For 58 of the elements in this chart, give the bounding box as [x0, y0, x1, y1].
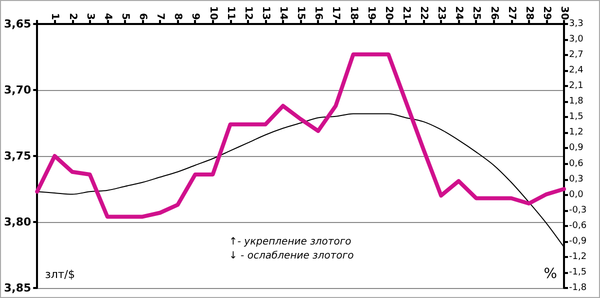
x-tick-label: 11	[224, 6, 236, 20]
x-tick-label: 10	[207, 6, 218, 20]
line-series	[35, 52, 566, 219]
y2-tick-label: 3,3	[569, 19, 584, 29]
x-tick-label: 19	[365, 6, 376, 20]
y-tick-label: 3,80	[4, 216, 32, 228]
annotation: ↑- укрепление злотого	[229, 236, 352, 248]
y-tick-label: 3,85	[4, 282, 32, 294]
y2-axis-title: %	[544, 266, 558, 282]
x-tick-label: 18	[348, 6, 359, 20]
y2-tick-label: -0,3	[569, 205, 587, 216]
x-tick-label: 26	[488, 6, 500, 20]
y2-tick-label: 0,6	[569, 158, 584, 169]
y2-tick-label: -0,9	[569, 236, 587, 246]
x-tick-label: 15	[295, 6, 306, 20]
y-tick-label: 3,70	[4, 84, 32, 96]
x-tick-label: 13	[260, 6, 271, 20]
x-tick-label: 9	[190, 13, 201, 20]
x-tick-label: 16	[312, 6, 324, 20]
y2-tick-label: 0,9	[569, 143, 584, 154]
y-tick-label: 3,65	[4, 18, 32, 30]
x-tick-label: 3	[84, 13, 96, 20]
y2-tick-label: -0,6	[569, 220, 587, 231]
y-axis-title: злт/$	[45, 268, 75, 281]
x-tick-label: 23	[436, 6, 447, 20]
x-tick-label: 30	[558, 6, 570, 20]
x-tick-label: 1	[49, 13, 60, 20]
x-tick-label: 5	[119, 13, 130, 20]
x-tick-label: 20	[382, 6, 394, 20]
x-tick-label: 12	[242, 6, 254, 20]
y2-tick-label: 3,0	[569, 34, 584, 45]
x-tick-label: 4	[102, 13, 113, 20]
y2-tick-label: -1,8	[569, 283, 587, 293]
x-tick-label: 2	[66, 13, 78, 20]
y2-tick-label: 0,0	[569, 190, 584, 200]
y-tick-label: 3,75	[4, 150, 32, 162]
x-tick-label: 25	[470, 6, 482, 20]
y2-tick-label: 1,8	[569, 96, 584, 107]
x-tick-label: 14	[278, 6, 289, 20]
y2-tick-label: 1,5	[569, 112, 584, 122]
y2-tick-label: 1,2	[569, 128, 584, 138]
x-tick-label: 28	[523, 6, 534, 20]
x-tick-label: 29	[540, 6, 552, 20]
x-tick-label: 24	[453, 6, 464, 20]
y2-tick-label: 2,4	[569, 66, 584, 76]
x-tick-label: 22	[418, 6, 430, 20]
annotation: ↓ - ослабление злотого	[229, 250, 354, 262]
x-tick-label: 21	[400, 6, 412, 20]
x-tick-label: 6	[137, 13, 148, 20]
y2-tick-label: 0,3	[569, 174, 584, 184]
x-tick-label: 8	[172, 13, 184, 20]
y2-tick-label: -1,2	[569, 252, 587, 262]
x-tick-label: 7	[154, 13, 166, 20]
x-tick-label: 27	[506, 6, 517, 20]
y2-tick-label: 2,1	[569, 81, 584, 92]
y2-tick-label: 2,7	[569, 50, 584, 60]
x-tick-label: 17	[330, 6, 342, 20]
y2-tick-label: -1,5	[569, 267, 587, 278]
